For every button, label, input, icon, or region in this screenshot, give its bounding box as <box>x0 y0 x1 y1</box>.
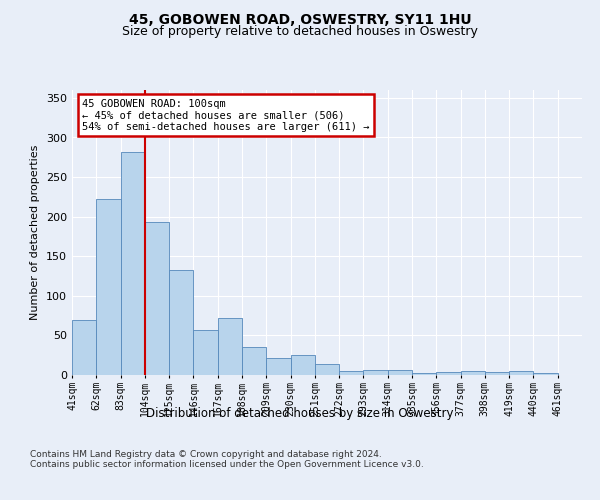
Bar <box>485 372 509 375</box>
Bar <box>436 372 461 375</box>
Bar <box>412 372 436 375</box>
Bar <box>509 371 533 375</box>
Bar <box>96 199 121 375</box>
Bar <box>242 348 266 375</box>
Bar <box>218 318 242 375</box>
Text: 45, GOBOWEN ROAD, OSWESTRY, SY11 1HU: 45, GOBOWEN ROAD, OSWESTRY, SY11 1HU <box>128 12 472 26</box>
Bar <box>315 364 339 375</box>
Bar <box>169 270 193 375</box>
Bar <box>290 355 315 375</box>
Bar <box>121 152 145 375</box>
Bar <box>461 371 485 375</box>
Bar <box>339 371 364 375</box>
Bar <box>388 370 412 375</box>
Bar <box>193 330 218 375</box>
Text: Distribution of detached houses by size in Oswestry: Distribution of detached houses by size … <box>146 408 454 420</box>
Bar <box>72 320 96 375</box>
Text: Contains HM Land Registry data © Crown copyright and database right 2024.
Contai: Contains HM Land Registry data © Crown c… <box>30 450 424 469</box>
Bar <box>145 222 169 375</box>
Bar <box>533 374 558 375</box>
Y-axis label: Number of detached properties: Number of detached properties <box>31 145 40 320</box>
Bar <box>266 358 290 375</box>
Text: 45 GOBOWEN ROAD: 100sqm
← 45% of detached houses are smaller (506)
54% of semi-d: 45 GOBOWEN ROAD: 100sqm ← 45% of detache… <box>82 98 370 132</box>
Text: Size of property relative to detached houses in Oswestry: Size of property relative to detached ho… <box>122 25 478 38</box>
Bar <box>364 370 388 375</box>
